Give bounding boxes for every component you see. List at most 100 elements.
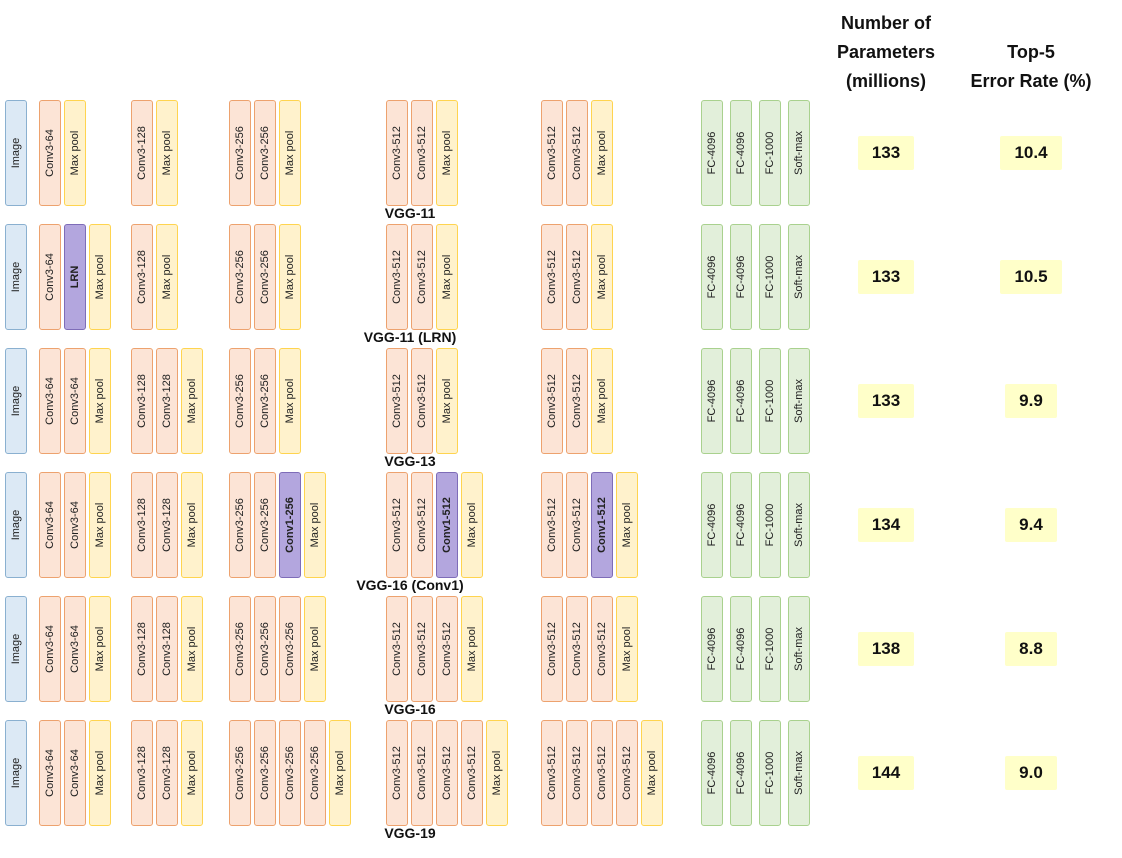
layer-label: Conv3-512 bbox=[546, 498, 558, 552]
layer-block-max-pool: Max pool bbox=[181, 596, 203, 702]
layer-label: FC-1000 bbox=[764, 379, 776, 423]
error-cell: 9.0 bbox=[951, 720, 1111, 826]
layer-block-conv3-64: Conv3-64 bbox=[64, 720, 86, 826]
layer-block-conv3-64: Conv3-64 bbox=[64, 348, 86, 454]
layer-block-conv3-128: Conv3-128 bbox=[156, 596, 178, 702]
layer-block-max-pool: Max pool bbox=[89, 472, 111, 578]
layer-label: Conv3-256 bbox=[234, 746, 246, 800]
layer-label: Conv3-256 bbox=[259, 374, 271, 428]
layer-block-conv3-256: Conv3-256 bbox=[229, 720, 251, 826]
layer-block-fc-1000: FC-1000 bbox=[759, 348, 781, 454]
layer-block-fc-4096: FC-4096 bbox=[730, 720, 752, 826]
layer-block-fc-4096: FC-4096 bbox=[730, 472, 752, 578]
error-value: 9.9 bbox=[1005, 384, 1057, 418]
layer-block-max-pool: Max pool bbox=[486, 720, 508, 826]
layer-label: Max pool bbox=[466, 502, 478, 548]
layer-block-fc-1000: FC-1000 bbox=[759, 224, 781, 330]
layer-sequence: Image Conv3-64 Max pool Conv3-128 Max pool Co… bbox=[5, 100, 1122, 206]
stage-conv512b: Conv3-512 Conv3-512 Max pool bbox=[541, 100, 701, 206]
layer-label: FC-4096 bbox=[706, 379, 718, 423]
layer-label: Conv3-512 bbox=[416, 126, 428, 180]
layer-block-conv3-64: Conv3-64 bbox=[39, 100, 61, 206]
layer-block-conv3-256: Conv3-256 bbox=[254, 472, 276, 578]
error-value: 9.0 bbox=[1005, 756, 1057, 790]
layer-label: Conv3-128 bbox=[136, 498, 148, 552]
layer-block-conv3-64: Conv3-64 bbox=[39, 472, 61, 578]
layer-block-fc-4096: FC-4096 bbox=[701, 100, 723, 206]
stage-conv512a: Conv3-512 Conv3-512 Max pool bbox=[386, 348, 541, 454]
layer-label: Conv3-256 bbox=[234, 126, 246, 180]
layer-block-conv3-128: Conv3-128 bbox=[131, 100, 153, 206]
layer-block-conv3-64: Conv3-64 bbox=[64, 472, 86, 578]
layer-label: Conv3-128 bbox=[161, 622, 173, 676]
layer-block-max-pool: Max pool bbox=[279, 100, 301, 206]
layer-label: Conv3-256 bbox=[259, 126, 271, 180]
stage-conv512a: Conv3-512 Conv3-512 Conv3-512 Max pool bbox=[386, 596, 541, 702]
layer-label: FC-1000 bbox=[764, 751, 776, 795]
layer-label: Conv3-64 bbox=[44, 625, 56, 673]
layer-label: Max pool bbox=[161, 130, 173, 176]
params-value: 138 bbox=[857, 632, 915, 666]
layer-label: Image bbox=[10, 757, 22, 789]
stage-conv512b: Conv3-512 Conv3-512 Max pool bbox=[541, 224, 701, 330]
stage-conv512a: Conv3-512 Conv3-512 Max pool bbox=[386, 224, 541, 330]
layer-block-conv3-256: Conv3-256 bbox=[279, 720, 301, 826]
layer-label: Conv3-256 bbox=[234, 498, 246, 552]
layer-label: Conv3-512 bbox=[596, 746, 608, 800]
layer-block-max-pool: Max pool bbox=[279, 348, 301, 454]
layer-block-max-pool: Max pool bbox=[181, 348, 203, 454]
stage-input: Image bbox=[5, 348, 39, 454]
layer-block-conv1-512: Conv1-512 bbox=[591, 472, 613, 578]
params-cell: 134 bbox=[821, 472, 951, 578]
layer-label: FC-4096 bbox=[735, 627, 747, 671]
layer-label: Image bbox=[10, 633, 22, 665]
layer-sequence: Image Conv3-64 Conv3-64 Max pool Conv3-128 Co… bbox=[5, 720, 1122, 826]
layer-label: Conv3-256 bbox=[284, 622, 296, 676]
layer-label: Conv3-512 bbox=[391, 622, 403, 676]
layer-block-max-pool: Max pool bbox=[436, 348, 458, 454]
layer-label: Conv3-256 bbox=[259, 498, 271, 552]
layer-block-fc-1000: FC-1000 bbox=[759, 596, 781, 702]
layer-block-soft-max: Soft-max bbox=[788, 348, 810, 454]
layer-label: Soft-max bbox=[793, 378, 805, 424]
layer-block-fc-1000: FC-1000 bbox=[759, 472, 781, 578]
layer-label: Conv3-256 bbox=[234, 622, 246, 676]
layer-label: Conv3-512 bbox=[546, 746, 558, 800]
layer-block-image: Image bbox=[5, 224, 27, 330]
layer-block-conv3-256: Conv3-256 bbox=[304, 720, 326, 826]
error-cell: 8.8 bbox=[951, 596, 1111, 702]
layer-label: Conv3-256 bbox=[259, 622, 271, 676]
layer-block-conv3-512: Conv3-512 bbox=[566, 720, 588, 826]
layer-label: Soft-max bbox=[793, 254, 805, 300]
layer-label: Conv3-512 bbox=[546, 126, 558, 180]
layer-block-conv3-512: Conv3-512 bbox=[591, 596, 613, 702]
params-value: 134 bbox=[857, 508, 915, 542]
layer-block-conv3-512: Conv3-512 bbox=[411, 720, 433, 826]
layer-label: FC-1000 bbox=[764, 131, 776, 175]
layer-label: Max pool bbox=[646, 750, 658, 796]
layer-label: Conv3-512 bbox=[416, 622, 428, 676]
layer-label: FC-1000 bbox=[764, 503, 776, 547]
layer-block-conv3-512: Conv3-512 bbox=[386, 224, 408, 330]
layer-block-lrn: LRN bbox=[64, 224, 86, 330]
layer-label: Conv3-512 bbox=[546, 250, 558, 304]
layer-label: FC-4096 bbox=[706, 255, 718, 299]
layer-block-max-pool: Max pool bbox=[461, 472, 483, 578]
stage-conv256: Conv3-256 Conv3-256 Max pool bbox=[229, 224, 386, 330]
layer-block-conv3-128: Conv3-128 bbox=[156, 348, 178, 454]
stage-conv512b: Conv3-512 Conv3-512 Conv3-512 Max pool bbox=[541, 596, 701, 702]
layer-block-conv1-512: Conv1-512 bbox=[436, 472, 458, 578]
layer-label: Conv3-128 bbox=[161, 374, 173, 428]
layer-label: FC-4096 bbox=[735, 379, 747, 423]
layer-label: Max pool bbox=[309, 502, 321, 548]
stage-conv512a: Conv3-512 Conv3-512 Max pool bbox=[386, 100, 541, 206]
layer-block-conv3-64: Conv3-64 bbox=[39, 720, 61, 826]
layer-label: Max pool bbox=[186, 502, 198, 548]
error-column-header: Top-5 Error Rate (%) bbox=[970, 42, 1092, 91]
params-cell: 138 bbox=[821, 596, 951, 702]
layer-block-conv3-256: Conv3-256 bbox=[229, 348, 251, 454]
layer-block-image: Image bbox=[5, 720, 27, 826]
layer-label: Max pool bbox=[309, 626, 321, 672]
layer-block-max-pool: Max pool bbox=[181, 472, 203, 578]
layer-label: Conv3-512 bbox=[466, 746, 478, 800]
